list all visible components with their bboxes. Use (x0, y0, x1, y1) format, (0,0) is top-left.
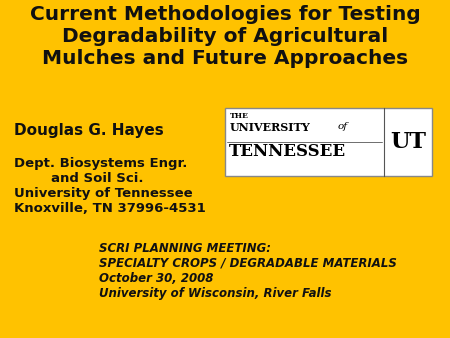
Text: of: of (338, 122, 347, 131)
Text: Dept. Biosystems Engr.
        and Soil Sci.
University of Tennessee
Knoxville, : Dept. Biosystems Engr. and Soil Sci. Uni… (14, 157, 205, 215)
Text: SCRI PLANNING MEETING:
SPECIALTY CROPS / DEGRADABLE MATERIALS
October 30, 2008
U: SCRI PLANNING MEETING: SPECIALTY CROPS /… (99, 242, 397, 300)
Bar (225, 108, 432, 176)
Text: THE: THE (230, 112, 249, 120)
Text: UT: UT (390, 131, 426, 153)
Text: UNIVERSITY: UNIVERSITY (230, 122, 310, 133)
Text: TENNESSEE: TENNESSEE (229, 143, 346, 160)
Text: Douglas G. Hayes: Douglas G. Hayes (14, 123, 163, 138)
Text: Current Methodologies for Testing
Degradability of Agricultural
Mulches and Futu: Current Methodologies for Testing Degrad… (30, 5, 420, 68)
